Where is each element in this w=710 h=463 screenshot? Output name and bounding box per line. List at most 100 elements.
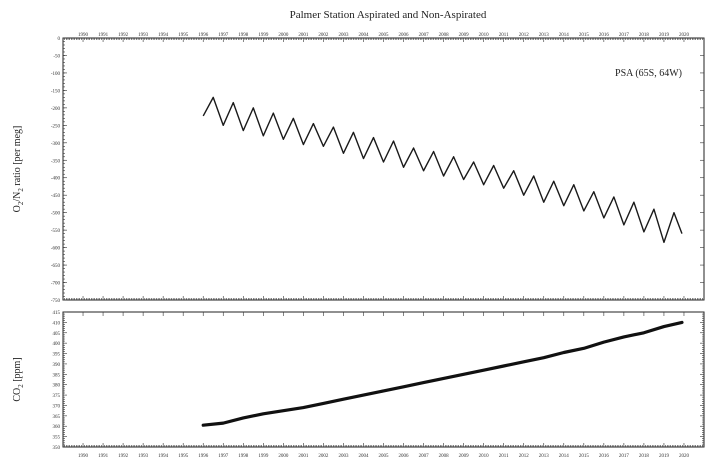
co2-x-tick-label: 2006 — [399, 454, 410, 459]
o2-plot-frame — [62, 37, 705, 301]
o2-x-tick-label: 2014 — [559, 33, 570, 38]
co2-x-tick-label: 2019 — [659, 454, 670, 459]
o2-y-tick-label: -100 — [51, 72, 61, 77]
co2-x-tick-label: 2018 — [639, 454, 650, 459]
o2-x-tick-label: 1997 — [218, 33, 229, 38]
o2-y-axis-label: O2/N2 ratio [per meg] — [12, 126, 25, 213]
co2-y-tick-label: 395 — [53, 353, 61, 358]
o2-y-tick-label: -150 — [51, 89, 61, 94]
o2-x-tick-label: 2011 — [499, 33, 509, 38]
co2-y-axis-label: CO2 [ppm] — [12, 357, 25, 401]
o2-y-tick-label: -450 — [51, 194, 61, 199]
o2-x-tick-label: 2003 — [338, 33, 349, 38]
co2-y-tick-label: 380 — [53, 384, 61, 389]
o2-x-tick-label: 1998 — [238, 33, 249, 38]
co2-x-tick-label: 2016 — [599, 454, 610, 459]
o2-y-tick-label: -200 — [51, 107, 61, 112]
co2-y-tick-label: 365 — [53, 415, 61, 420]
o2-x-tick-label: 2006 — [399, 33, 410, 38]
co2-y-tick-label: 370 — [53, 404, 61, 409]
o2-panel: 1990 1991 1992 1993 1994 1995 1996 1997 1998 1999… — [12, 33, 705, 304]
co2-plot-frame — [62, 311, 705, 448]
o2-y-tick-label: -350 — [51, 159, 61, 164]
o2-y-tick-label: -600 — [51, 247, 61, 252]
o2-x-tick-label: 2010 — [479, 33, 490, 38]
co2-y-tick-label: 400 — [53, 342, 61, 347]
co2-x-tick-label: 2007 — [419, 454, 430, 459]
co2-x-tick-label: 2005 — [379, 454, 390, 459]
o2-y-tick-label: -300 — [51, 142, 61, 147]
co2-x-tick-label: 1990 — [78, 454, 89, 459]
co2-x-tick-label: 2020 — [679, 454, 690, 459]
co2-x-tick-label: 1996 — [198, 454, 209, 459]
o2-x-tick-label: 2000 — [278, 33, 289, 38]
o2-series-line — [202, 96, 683, 244]
o2-y-tick-label: 0 — [58, 37, 61, 42]
co2-x-tick-label: 1993 — [138, 454, 149, 459]
o2-x-tick-label: 2018 — [639, 33, 650, 38]
co2-series-line — [201, 320, 684, 427]
co2-y-tick-label: 390 — [53, 363, 61, 368]
o2-x-tick-label: 1993 — [138, 33, 149, 38]
co2-x-tick-label: 2011 — [499, 454, 509, 459]
o2-x-tick-label: 1991 — [98, 33, 109, 38]
co2-x-tick-label: 1995 — [178, 454, 189, 459]
o2-x-tick-label: 2008 — [439, 33, 450, 38]
co2-x-tick-label: 2010 — [479, 454, 490, 459]
co2-x-tick-label: 1994 — [158, 454, 169, 459]
o2-x-tick-label: 1996 — [198, 33, 209, 38]
co2-y-tick-label: 360 — [53, 425, 61, 430]
o2-y-tick-label: -550 — [51, 229, 61, 234]
o2-y-tick-label: -650 — [51, 264, 61, 269]
o2-x-tick-label: 2016 — [599, 33, 610, 38]
co2-y-tick-label: 385 — [53, 373, 61, 378]
co2-x-tick-label: 2008 — [439, 454, 450, 459]
co2-x-tick-label: 2000 — [278, 454, 289, 459]
o2-y-tick-label: -250 — [51, 124, 61, 129]
co2-y-tick-label: 350 — [53, 446, 61, 451]
station-annotation: PSA (65S, 64W) — [615, 68, 682, 79]
co2-x-tick-label: 1998 — [238, 454, 249, 459]
o2-x-tick-label: 1999 — [258, 33, 269, 38]
o2-y-tick-label: -750 — [51, 299, 61, 304]
co2-x-tick-label: 2017 — [619, 454, 630, 459]
co2-x-tick-label: 1999 — [258, 454, 269, 459]
o2-x-tick-label: 2012 — [519, 33, 530, 38]
o2-x-tick-label: 1990 — [78, 33, 89, 38]
o2-x-tick-label: 2017 — [619, 33, 630, 38]
co2-y-tick-label: 415 — [53, 311, 61, 316]
co2-x-tick-label: 1992 — [118, 454, 129, 459]
co2-panel: 1990 1991 1992 1993 1994 1995 1996 1997 1998 1999… — [12, 311, 705, 459]
co2-x-tick-label: 2015 — [579, 454, 590, 459]
co2-y-tick-label: 375 — [53, 394, 61, 399]
co2-x-tick-label: 2013 — [539, 454, 550, 459]
o2-y-tick-label: -700 — [51, 282, 61, 287]
co2-x-tick-label: 2001 — [298, 454, 309, 459]
co2-y-tick-label: 405 — [53, 332, 61, 337]
o2-x-tick-label: 1995 — [178, 33, 189, 38]
chart-title: Palmer Station Aspirated and Non-Aspirat… — [290, 9, 487, 21]
o2-x-tick-label: 2020 — [679, 33, 690, 38]
co2-x-tick-label: 2004 — [358, 454, 369, 459]
co2-y-tick-label: 410 — [53, 321, 61, 326]
o2-y-tick-label: -500 — [51, 212, 61, 217]
o2-x-tick-label: 2002 — [318, 33, 329, 38]
co2-x-tick-label: 2012 — [519, 454, 530, 459]
co2-y-tick-label: 355 — [53, 436, 61, 441]
o2-x-tick-label: 2009 — [459, 33, 470, 38]
co2-x-tick-label: 2009 — [459, 454, 470, 459]
o2-x-tick-label: 2004 — [358, 33, 369, 38]
o2-x-tick-label: 2013 — [539, 33, 550, 38]
co2-x-tick-label: 2002 — [318, 454, 329, 459]
co2-x-tick-label: 2003 — [338, 454, 349, 459]
o2-x-tick-label: 1994 — [158, 33, 169, 38]
co2-x-tick-label: 1997 — [218, 454, 229, 459]
co2-x-tick-label: 1991 — [98, 454, 109, 459]
co2-x-tick-label: 2014 — [559, 454, 570, 459]
o2-x-tick-label: 2005 — [379, 33, 390, 38]
o2-y-tick-label: -50 — [53, 54, 60, 59]
o2-x-tick-label: 2015 — [579, 33, 590, 38]
o2-y-tick-label: -400 — [51, 177, 61, 182]
o2-x-tick-label: 1992 — [118, 33, 129, 38]
